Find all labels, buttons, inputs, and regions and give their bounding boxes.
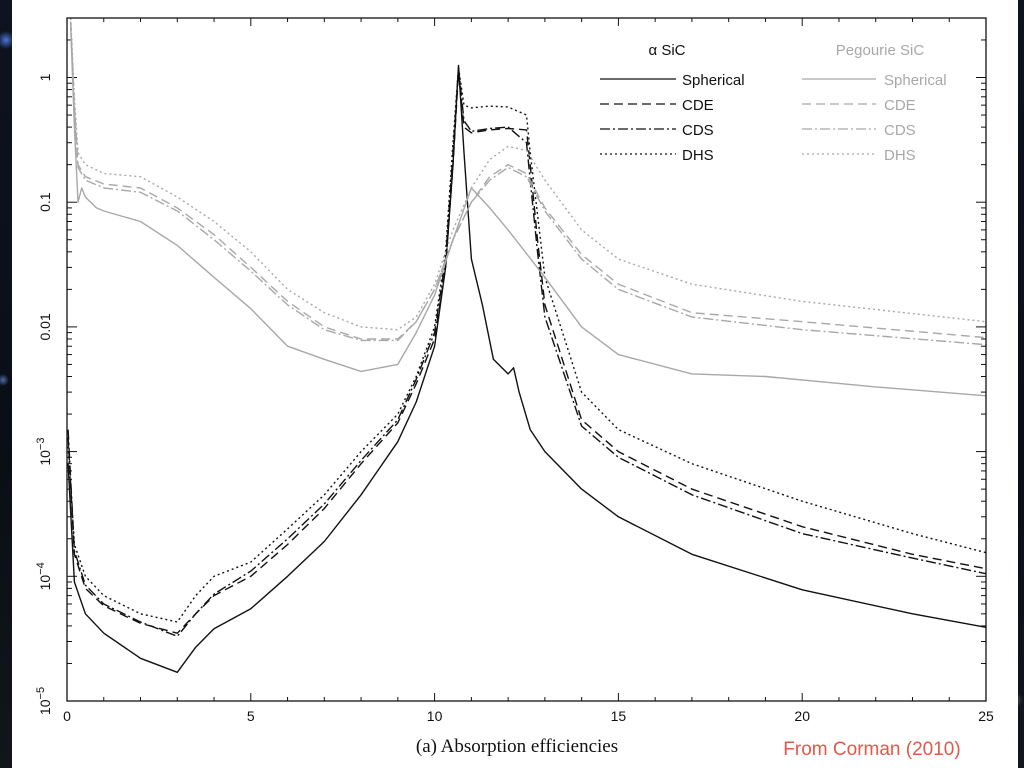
x-tick-labels: 0 5 10 15 20 25 (63, 708, 994, 724)
legend-label: CDE (682, 97, 714, 114)
series-line-pegourie-sic-dhs (70, 18, 986, 331)
series-line-sic-cde (67, 71, 986, 634)
legend-label: DHS (682, 147, 714, 164)
x-tick-label: 0 (63, 708, 71, 724)
x-tick-label: 5 (247, 708, 255, 724)
tick-marks (66, 17, 987, 702)
series-line-sic-spherical (67, 64, 986, 673)
plot-frame (66, 17, 987, 702)
legend-title: Pegourie SiC (836, 42, 925, 59)
legend-title: α SiC (648, 42, 685, 59)
legend-label: CDE (884, 97, 916, 114)
y-tick-label: 0.01 (37, 313, 53, 340)
y-tick-label: 10−4 (35, 562, 53, 590)
series-line-pegourie-sic-cds (70, 21, 986, 346)
legend-label: CDS (884, 122, 916, 139)
series-line-pegourie-sic-spherical (70, 27, 986, 397)
y-tick-labels: 10−5 10−4 10−3 0.01 0.1 1 (35, 73, 53, 715)
x-tick-label: 25 (978, 708, 994, 724)
legend-label: DHS (884, 147, 916, 164)
y-tick-label: 10−5 (35, 687, 53, 715)
series-lines (67, 18, 986, 673)
x-tick-label: 20 (794, 708, 810, 724)
x-tick-label: 15 (611, 708, 627, 724)
y-tick-label: 0.1 (37, 192, 53, 212)
y-tick-label: 10−3 (35, 438, 53, 466)
series-line-sic-cds (67, 66, 986, 637)
series-line-sic-dhs (67, 66, 986, 623)
source-credit: From Corman (2010) (783, 739, 960, 760)
legend-label: CDS (682, 122, 714, 139)
legend-label: Spherical (884, 72, 947, 89)
figure-caption: (a) Absorption efficiencies (416, 736, 618, 757)
y-tick-label: 1 (37, 73, 53, 81)
x-tick-label: 10 (427, 708, 443, 724)
legend: α SiC Spherical CDE CDS DHS Pegourie SiC Spher… (600, 42, 947, 164)
legend-label: Spherical (682, 72, 745, 89)
